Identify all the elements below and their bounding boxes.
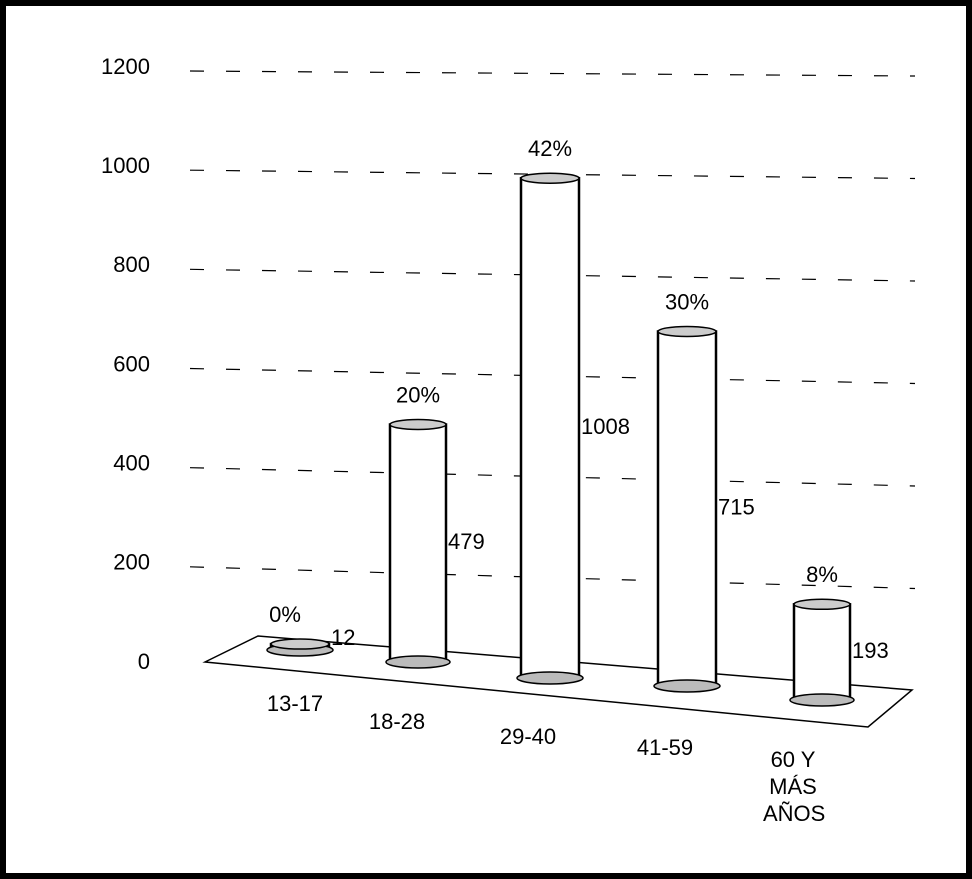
bar-base bbox=[653, 679, 721, 693]
percent-label: 42% bbox=[528, 136, 572, 161]
bar-base bbox=[385, 655, 451, 669]
bar bbox=[388, 423, 448, 664]
bar bbox=[656, 330, 718, 688]
percent-label: 20% bbox=[396, 382, 440, 407]
y-tick-label: 1000 bbox=[101, 153, 150, 178]
y-tick-label: 0 bbox=[138, 649, 150, 674]
value-label: 12 bbox=[331, 625, 355, 650]
percent-label: 30% bbox=[665, 289, 709, 314]
value-label: 193 bbox=[852, 638, 889, 663]
value-label: 715 bbox=[718, 495, 755, 520]
percent-label: 0% bbox=[269, 602, 301, 627]
x-tick-label: 29-40 bbox=[499, 724, 557, 749]
value-label: 1008 bbox=[581, 414, 630, 439]
bar-top bbox=[793, 598, 851, 611]
x-tick-label: 13-17 bbox=[266, 691, 324, 716]
bar-base bbox=[789, 693, 855, 707]
bar-top bbox=[389, 418, 447, 431]
x-tick-label: 60 Y MÁS AÑOS bbox=[763, 747, 826, 826]
x-tick-label: 18-28 bbox=[368, 709, 426, 734]
y-tick-label: 200 bbox=[113, 550, 150, 575]
bar bbox=[792, 603, 852, 702]
y-tick-label: 400 bbox=[113, 450, 150, 475]
y-tick-label: 600 bbox=[113, 351, 150, 376]
x-tick-label: 41-59 bbox=[636, 735, 694, 760]
bar-top bbox=[270, 638, 330, 650]
percent-label: 8% bbox=[806, 562, 838, 587]
bar-top bbox=[520, 172, 580, 184]
y-tick-label: 800 bbox=[113, 252, 150, 277]
y-tick-label: 1200 bbox=[101, 54, 150, 79]
grid-line bbox=[189, 70, 916, 77]
value-label: 479 bbox=[448, 529, 485, 554]
bar-top bbox=[657, 325, 717, 338]
bar bbox=[519, 176, 581, 680]
bar-base bbox=[516, 671, 584, 685]
